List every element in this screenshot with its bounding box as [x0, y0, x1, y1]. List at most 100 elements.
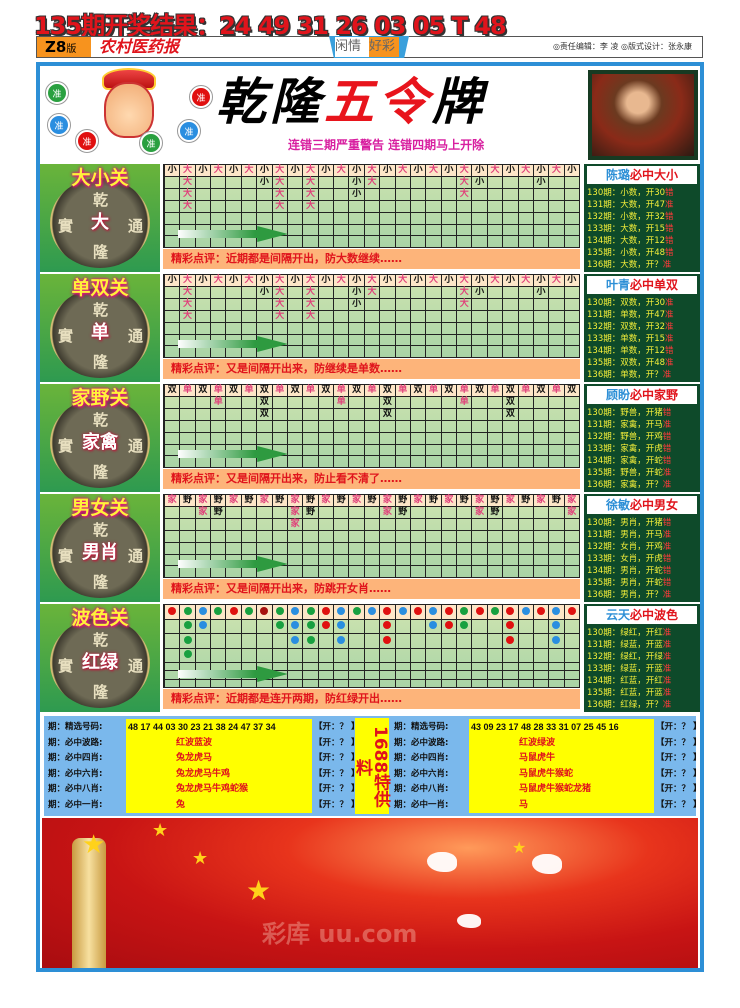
- open-result: 【开：？ 】: [656, 784, 702, 794]
- grid-cell: [287, 323, 304, 335]
- grid-cell: [549, 432, 565, 445]
- grid-cell: [303, 421, 319, 433]
- grid-cell: [211, 287, 227, 299]
- special-picks-panel: 1688特供料 期：精选号码: 48 17 44 03 30 23 21 38 2…: [44, 716, 701, 816]
- grid-cell: [410, 201, 427, 213]
- grid-cell: [272, 323, 288, 335]
- grid-cell: [241, 346, 258, 358]
- grid-cell: [303, 648, 319, 663]
- prediction-line: 130期：双数，开30准: [587, 297, 697, 309]
- grid-cell: [410, 323, 427, 335]
- grid-cell: [533, 346, 550, 358]
- grid-cell: [472, 334, 488, 347]
- dot-mark: [490, 606, 499, 615]
- grid-cell: [241, 619, 258, 634]
- coin-character: 隆: [93, 353, 109, 371]
- dot-mark: [183, 621, 192, 629]
- dot-mark: [460, 606, 469, 615]
- grid-cell: [487, 421, 504, 433]
- grid-cell: [287, 566, 304, 578]
- grid-cell: [426, 531, 442, 543]
- grid-cell: 大: [549, 165, 565, 177]
- grid-cell: [487, 213, 504, 225]
- prediction-text: 136期：红绿，开？: [587, 700, 663, 710]
- grid-cell: 小: [195, 275, 212, 287]
- grid-cell: [180, 323, 196, 335]
- flag-banner-image: ★ ★ ★ ★ ★: [42, 818, 698, 968]
- grid-cell: 大: [303, 311, 319, 323]
- grid-cell: [334, 519, 350, 531]
- grid-cell: 单: [457, 397, 473, 409]
- grid-cell: [441, 409, 458, 421]
- grid-cell: [564, 236, 580, 248]
- grid-cell: [472, 634, 488, 649]
- grid-cell: [272, 519, 288, 531]
- prediction-verdict: 准: [662, 260, 672, 270]
- grid-cell: [410, 432, 427, 445]
- grid-cell: [349, 236, 365, 248]
- grid-cell: [472, 671, 488, 680]
- prediction-line: 134期：单数，开12错: [587, 345, 697, 357]
- prediction-verdict: 错: [665, 346, 674, 356]
- section-comment: 精彩点评：近期都是连开两期，防红绿开出……: [163, 689, 580, 709]
- grid-cell: [287, 189, 304, 201]
- grid-cell: [318, 224, 335, 237]
- grid-cell: [564, 634, 580, 649]
- dot-mark: [429, 621, 438, 629]
- prediction-line: 133期：单数，开15准: [587, 333, 697, 345]
- grid-cell: [349, 323, 365, 335]
- coin-character: 通: [128, 547, 144, 565]
- grid-cell: [287, 409, 304, 421]
- grid-cell: [426, 432, 442, 445]
- section-2: 乾實通隆单双关单小大小大小大小大小大小大小大小大小大小大小大小大小大小大小大大小…: [40, 274, 700, 382]
- prediction-line: 133期：女肖，开虎错: [587, 553, 697, 565]
- prediction-verdict: 准: [662, 370, 672, 380]
- grid-cell: [226, 507, 242, 519]
- grid-cell: [395, 224, 411, 237]
- grid-cell: [349, 605, 365, 620]
- grid-cell: [503, 432, 519, 445]
- prediction-line: 136期：单数，开？准: [587, 369, 697, 381]
- grid-cell: [457, 634, 473, 649]
- prediction-text: 131期：单数，开47: [587, 310, 666, 320]
- grid-cell: [441, 605, 458, 620]
- grid-cell: [457, 605, 473, 620]
- grid-cell: 家: [380, 495, 396, 507]
- grid-cell: 大: [180, 275, 196, 287]
- grid-cell: 大: [457, 177, 473, 189]
- grid-cell: [395, 201, 411, 213]
- grid-cell: [410, 679, 427, 688]
- warrior-portrait: [588, 70, 698, 160]
- grid-cell: [257, 566, 273, 578]
- grid-cell: 单: [180, 385, 196, 397]
- grid-cell: [426, 605, 442, 620]
- grid-cell: 小: [472, 287, 488, 299]
- grid-cell: [318, 299, 335, 311]
- grid-cell: [549, 444, 565, 457]
- grid-cell: [518, 323, 534, 335]
- grid-cell: 家: [410, 495, 427, 507]
- dot-mark: [291, 621, 300, 629]
- grid-cell: [549, 531, 565, 543]
- grid-cell: [549, 201, 565, 213]
- grid-cell: [426, 397, 442, 409]
- grid-cell: 小: [410, 165, 427, 177]
- coin-panel: 乾實 通隆 大小关大: [40, 164, 160, 272]
- main-frame: 准 准 准 准 准 准 乾隆五令牌 连错三期严重警告 连错四期马上开除 乾實通隆…: [36, 62, 704, 972]
- prediction-text: 135期：野兽，开蛇: [587, 468, 663, 478]
- prediction-line: 133期：绿蓝，开蓝准: [587, 663, 697, 675]
- grid-cell: [287, 619, 304, 634]
- prediction-verdict: 错: [665, 188, 674, 198]
- grid-cell: [487, 397, 504, 409]
- title-part2: 五令: [324, 73, 432, 131]
- arrow-icon: [178, 666, 288, 682]
- grid-cell: [257, 323, 273, 335]
- grid-cell: [380, 236, 396, 248]
- grid-cell: [441, 346, 458, 358]
- newspaper-header-bar: Z8版 农村医药报 闲情 好彩 ◎责任编辑：李 凌 ◎版式设计：张永康: [36, 36, 703, 58]
- edition-suffix: 版: [66, 44, 77, 55]
- grid-cell: [334, 409, 350, 421]
- grid-cell: [241, 409, 258, 421]
- prediction-line: 133期：大数，开15错: [587, 223, 697, 235]
- star-icon: ★: [246, 874, 272, 907]
